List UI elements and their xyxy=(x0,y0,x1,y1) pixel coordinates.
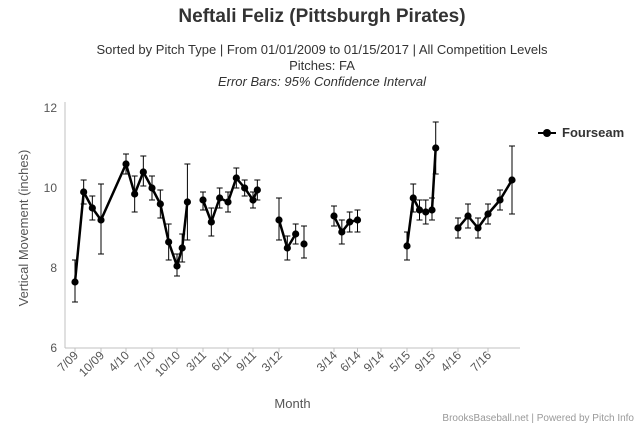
series-line-fourseam xyxy=(332,215,358,234)
data-point xyxy=(292,230,300,238)
x-tick-label: 7/16 xyxy=(468,348,495,375)
x-tick-label: 6/14 xyxy=(337,348,364,375)
data-point xyxy=(415,206,424,214)
data-point xyxy=(71,278,79,286)
legend-label-fourseam: Fourseam xyxy=(562,125,625,140)
data-point xyxy=(173,262,181,270)
x-tick-label: 5/15 xyxy=(387,348,414,375)
data-point xyxy=(283,244,291,252)
data-point xyxy=(241,184,249,192)
x-axis-title: Month xyxy=(274,396,310,411)
data-point xyxy=(148,184,156,192)
x-tick-label: 3/11 xyxy=(183,348,209,374)
data-point xyxy=(156,200,164,208)
data-point xyxy=(432,144,440,152)
y-tick-label: 12 xyxy=(44,101,58,115)
y-tick-label: 10 xyxy=(44,181,58,195)
data-point xyxy=(403,242,411,250)
data-point xyxy=(122,160,130,168)
chart-subtitle: Sorted by Pitch Type | From 01/01/2009 t… xyxy=(96,42,548,57)
x-tick-label: 10/10 xyxy=(152,348,183,379)
x-tick-label: 3/12 xyxy=(259,348,286,375)
data-point xyxy=(139,168,147,176)
data-point xyxy=(224,198,232,206)
data-point xyxy=(165,238,173,246)
x-tick-label: 4/10 xyxy=(106,348,133,375)
data-point xyxy=(422,208,430,216)
data-point xyxy=(464,212,472,220)
series-line-fourseam xyxy=(73,162,189,283)
data-point xyxy=(275,216,283,224)
data-point xyxy=(330,212,338,220)
data-point xyxy=(80,188,88,196)
data-point xyxy=(496,196,504,204)
data-point xyxy=(454,224,462,232)
data-point xyxy=(508,176,516,184)
y-tick-label: 6 xyxy=(50,341,57,355)
data-point xyxy=(249,196,257,204)
data-point xyxy=(353,216,362,224)
chart-title: Neftali Feliz (Pittsburgh Pirates) xyxy=(178,6,466,27)
x-tick-label: 10/09 xyxy=(76,348,107,379)
x-tick-label: 3/14 xyxy=(314,348,341,375)
data-point xyxy=(178,244,186,252)
data-point xyxy=(207,218,215,226)
chart-error-bar-note: Error Bars: 95% Confidence Interval xyxy=(217,74,427,89)
data-point xyxy=(183,198,191,206)
data-point xyxy=(216,194,224,202)
chart-pitches-label: Pitches: FA xyxy=(289,58,355,73)
data-point xyxy=(253,186,261,194)
data-point xyxy=(338,228,346,236)
x-tick-label: 6/11 xyxy=(208,348,234,374)
y-tick-label: 8 xyxy=(50,261,57,275)
legend-marker-icon xyxy=(538,128,556,137)
chart-legend[interactable]: Fourseam xyxy=(538,125,624,140)
data-point xyxy=(232,174,240,182)
data-point xyxy=(300,240,308,248)
data-point xyxy=(409,194,417,202)
data-point xyxy=(97,216,105,224)
data-point xyxy=(199,196,207,204)
y-axis-title: Vertical Movement (inches) xyxy=(16,150,31,307)
x-tick-label: 4/16 xyxy=(438,348,465,375)
credit-text: BrooksBaseball.net | Powered by Pitch In… xyxy=(442,413,634,424)
data-point xyxy=(346,218,354,226)
data-point xyxy=(474,224,482,232)
x-tick-label: 9/14 xyxy=(361,348,388,375)
data-point xyxy=(428,206,436,214)
data-point xyxy=(484,210,492,218)
x-tick-label: 9/11 xyxy=(233,348,259,374)
x-tick-label: 9/15 xyxy=(412,348,439,375)
data-point xyxy=(131,190,139,198)
data-point xyxy=(88,204,96,212)
